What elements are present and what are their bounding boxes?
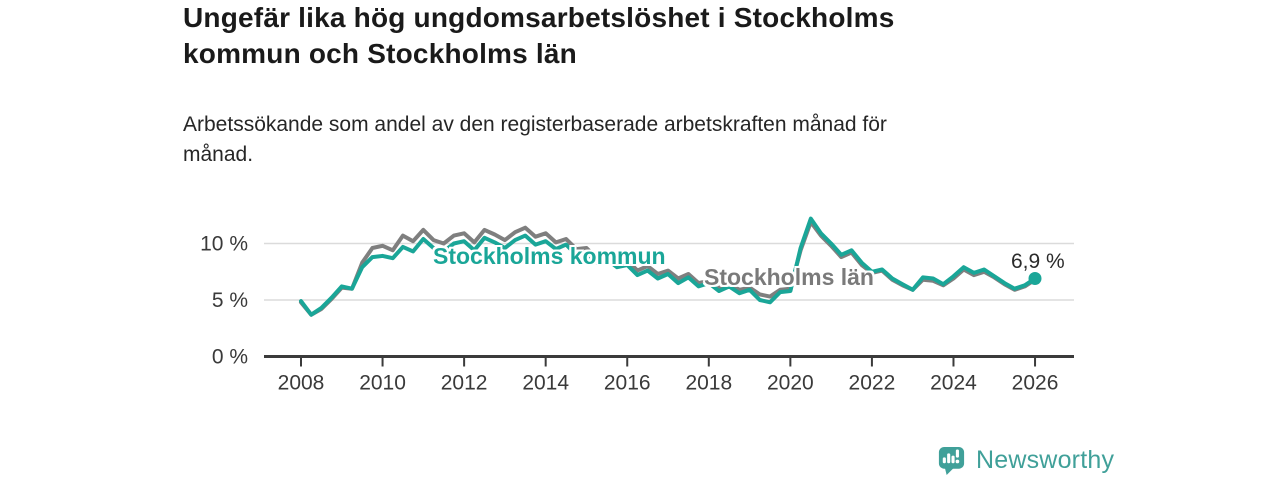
newsworthy-wordmark: Newsworthy (976, 446, 1115, 474)
svg-text:2012: 2012 (441, 372, 488, 395)
series-label-stockholms-kommun: Stockholms kommun (433, 243, 666, 269)
svg-text:0 %: 0 % (212, 346, 248, 369)
svg-text:2022: 2022 (849, 372, 896, 395)
svg-text:2016: 2016 (604, 372, 651, 395)
svg-text:2020: 2020 (767, 372, 814, 395)
svg-text:10 %: 10 % (200, 233, 248, 256)
svg-text:2014: 2014 (522, 372, 569, 395)
svg-text:2018: 2018 (685, 372, 732, 395)
svg-text:2008: 2008 (278, 372, 325, 395)
series-label-stockholms-lan: Stockholms län (704, 264, 874, 290)
svg-text:5 %: 5 % (212, 289, 248, 312)
newsworthy-logo-icon (938, 446, 965, 476)
svg-text:2010: 2010 (359, 372, 406, 395)
svg-text:2026: 2026 (1012, 372, 1059, 395)
newsworthy-logo: Newsworthy (936, 444, 1114, 477)
svg-text:2024: 2024 (930, 372, 977, 395)
latest-value-annotation: 6,9 % (1011, 250, 1065, 273)
page-title: Ungefär lika hög ungdomsarbetslöshet i S… (183, 2, 895, 69)
chart-subtitle: Arbetssökande som andel av den registerb… (183, 113, 887, 166)
